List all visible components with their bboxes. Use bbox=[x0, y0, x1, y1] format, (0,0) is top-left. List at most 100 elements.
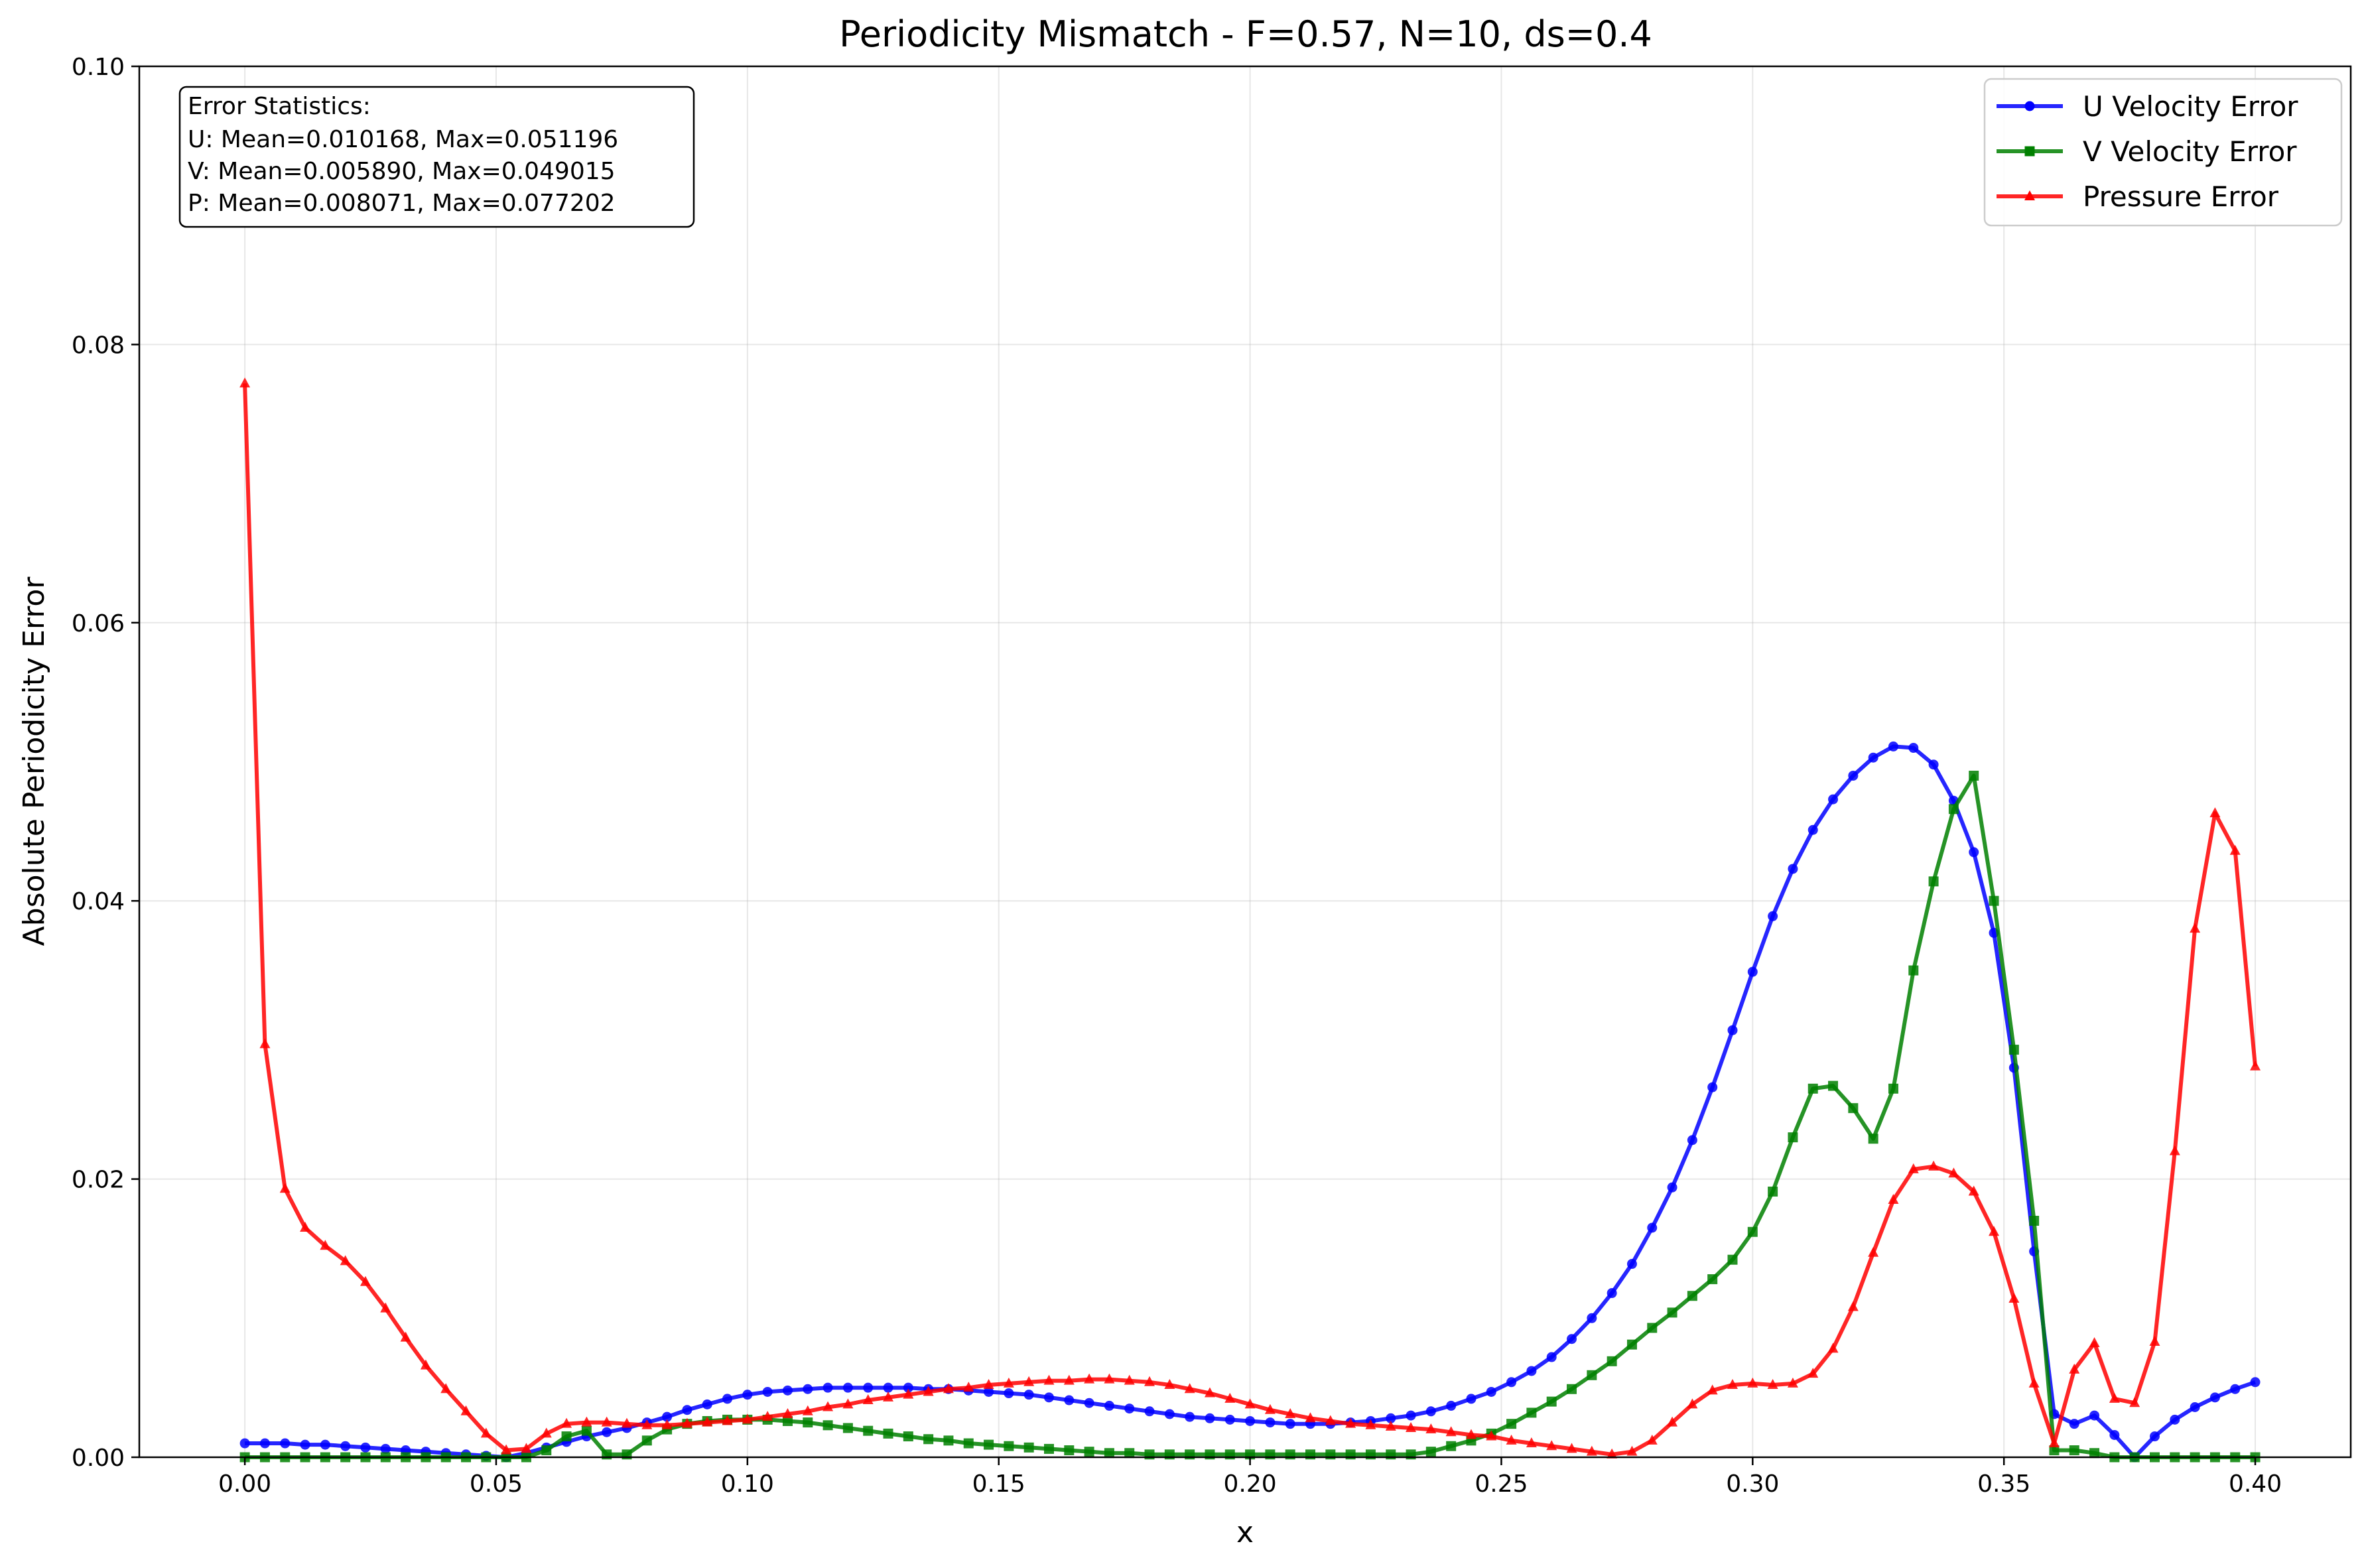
pressure-point bbox=[1104, 1373, 1115, 1384]
u-velocity-point bbox=[1185, 1411, 1195, 1422]
y-tick-label: 0.08 bbox=[72, 332, 125, 359]
pressure-point bbox=[1003, 1377, 1014, 1388]
u-velocity-point bbox=[803, 1384, 813, 1394]
u-velocity-point bbox=[1647, 1222, 1658, 1233]
stats-line-u: U: Mean=0.010168, Max=0.051196 bbox=[188, 126, 618, 153]
pressure-point bbox=[1667, 1416, 1678, 1427]
pressure-point bbox=[1707, 1384, 1718, 1395]
u-velocity-point bbox=[1828, 794, 1839, 805]
u-velocity-point bbox=[2109, 1429, 2120, 1440]
pressure-point bbox=[1948, 1167, 1959, 1178]
v-velocity-point bbox=[903, 1431, 913, 1442]
v-velocity-point bbox=[803, 1417, 813, 1428]
pressure-point bbox=[1626, 1445, 1638, 1456]
pressure-point bbox=[561, 1417, 572, 1428]
pressure-point bbox=[1204, 1387, 1215, 1398]
u-velocity-point bbox=[863, 1382, 874, 1393]
u-velocity-point bbox=[2170, 1414, 2180, 1425]
chart-title: Periodicity Mismatch - F=0.57, N=10, ds=… bbox=[839, 13, 1652, 55]
v-velocity-point bbox=[1727, 1254, 1738, 1265]
v-velocity-point bbox=[963, 1438, 974, 1449]
v-velocity-point bbox=[1607, 1356, 1617, 1366]
pressure-point bbox=[742, 1413, 753, 1424]
u-velocity-point bbox=[1626, 1259, 1637, 1270]
pressure-point bbox=[601, 1416, 612, 1427]
pressure-point bbox=[420, 1359, 431, 1370]
pressure-point bbox=[943, 1383, 954, 1394]
v-velocity-point bbox=[2089, 1448, 2100, 1459]
pressure-point bbox=[1807, 1368, 1819, 1378]
u-velocity-point bbox=[602, 1427, 612, 1437]
series-pressure bbox=[239, 377, 2261, 1459]
pressure-point bbox=[1264, 1404, 1276, 1414]
v-velocity-point bbox=[1004, 1441, 1014, 1451]
u-velocity-point bbox=[1084, 1398, 1094, 1408]
v-velocity-point bbox=[1526, 1407, 1537, 1418]
v-velocity-point bbox=[1768, 1186, 1778, 1197]
u-velocity-point bbox=[1788, 864, 1798, 874]
pressure-point bbox=[802, 1405, 813, 1415]
pressure-point bbox=[641, 1419, 653, 1429]
pressure-point bbox=[1305, 1412, 1316, 1423]
u-velocity-point bbox=[300, 1439, 310, 1450]
v-velocity-point bbox=[923, 1434, 934, 1445]
pressure-point bbox=[460, 1405, 472, 1415]
pressure-point bbox=[822, 1401, 834, 1411]
v-velocity-point bbox=[1788, 1132, 1798, 1143]
v-velocity-point bbox=[1546, 1396, 1557, 1407]
u-velocity-point bbox=[1205, 1413, 1215, 1423]
pressure-point bbox=[1244, 1398, 1256, 1409]
x-tick-label: 0.00 bbox=[218, 1470, 271, 1498]
v-velocity-point bbox=[1928, 876, 1939, 887]
u-velocity-point bbox=[2250, 1377, 2261, 1388]
pressure-point bbox=[1566, 1443, 1577, 1453]
pressure-point bbox=[1063, 1374, 1075, 1385]
legend-label-u: U Velocity Error bbox=[2083, 90, 2298, 123]
pressure-point bbox=[1325, 1415, 1336, 1425]
x-axis-label: x bbox=[1236, 1516, 1254, 1549]
pressure-point bbox=[1406, 1421, 1417, 1432]
u-velocity-point bbox=[1928, 759, 1939, 770]
u-velocity-point bbox=[1587, 1313, 1597, 1323]
pressure-point bbox=[279, 1183, 291, 1193]
v-velocity-point bbox=[1707, 1274, 1718, 1285]
v-velocity-point bbox=[1667, 1307, 1677, 1318]
pressure-point bbox=[1787, 1377, 1798, 1388]
u-velocity-point bbox=[2230, 1384, 2241, 1394]
pressure-point bbox=[1586, 1445, 1597, 1456]
pressure-point bbox=[1908, 1163, 1919, 1173]
pressure-point bbox=[2008, 1292, 2020, 1303]
u-velocity-point bbox=[1848, 770, 1859, 781]
pressure-point bbox=[923, 1386, 934, 1396]
v-velocity-point bbox=[1747, 1226, 1758, 1237]
legend-marker-v bbox=[2024, 146, 2035, 157]
u-velocity-point bbox=[2069, 1419, 2079, 1429]
u-velocity-point bbox=[1043, 1392, 1054, 1403]
x-tick-label: 0.10 bbox=[721, 1470, 774, 1498]
u-velocity-point bbox=[682, 1405, 692, 1415]
u-velocity-point bbox=[1245, 1415, 1256, 1426]
u-velocity-point bbox=[1466, 1394, 1477, 1404]
stats-line-p: P: Mean=0.008071, Max=0.077202 bbox=[188, 190, 616, 217]
pressure-point bbox=[1144, 1376, 1155, 1386]
x-tick-label: 0.20 bbox=[1223, 1470, 1276, 1498]
pressure-point bbox=[239, 377, 251, 388]
y-tick-label: 0.00 bbox=[72, 1445, 125, 1472]
pressure-point bbox=[2129, 1397, 2140, 1407]
pressure-point bbox=[1747, 1377, 1758, 1388]
v-velocity-point bbox=[1626, 1339, 1637, 1350]
y-axis-label: Absolute Periodicity Error bbox=[17, 576, 51, 947]
v-velocity-point bbox=[1868, 1134, 1878, 1144]
u-velocity-point bbox=[2190, 1402, 2200, 1413]
u-velocity-point bbox=[883, 1382, 893, 1393]
u-velocity-point bbox=[782, 1385, 793, 1396]
pressure-point bbox=[1888, 1194, 1899, 1205]
legend-marker-p bbox=[2024, 190, 2035, 200]
pressure-point bbox=[621, 1417, 632, 1428]
u-velocity-point bbox=[1446, 1400, 1457, 1411]
u-velocity-point bbox=[2209, 1392, 2220, 1403]
v-velocity-point bbox=[1064, 1445, 1075, 1456]
pressure-point bbox=[1646, 1434, 1658, 1445]
y-tick-label: 0.02 bbox=[72, 1167, 125, 1194]
pressure-point bbox=[661, 1419, 673, 1429]
